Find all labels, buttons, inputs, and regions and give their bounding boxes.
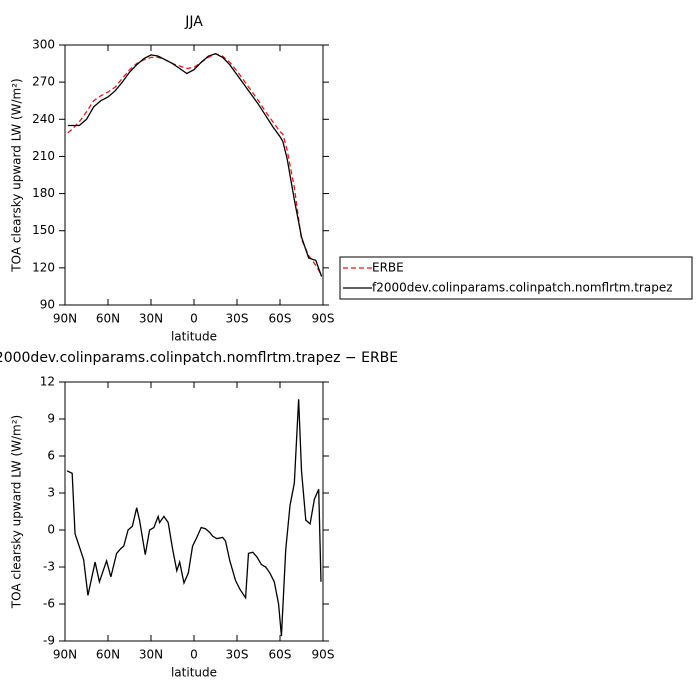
x-axis-label: latitude — [171, 666, 217, 680]
x-tick-label: 90N — [53, 312, 77, 326]
y-tick-label: 270 — [32, 75, 55, 89]
chart-title: JJA — [184, 14, 203, 30]
y-tick-label: 9 — [47, 412, 55, 426]
x-tick-label: 60S — [269, 312, 292, 326]
x-tick-label: 0 — [190, 648, 198, 662]
x-tick-label: 90S — [312, 648, 335, 662]
y-axis-label: TOA clearsky upward LW (W/m²) — [10, 78, 24, 272]
y-tick-label: 150 — [32, 223, 55, 237]
y-tick-label: 210 — [32, 149, 55, 163]
y-tick-label: 240 — [32, 112, 55, 126]
y-tick-label: -3 — [43, 560, 55, 574]
y-axis-label: TOA clearsky upward LW (W/m²) — [10, 415, 24, 609]
y-tick-label: 180 — [32, 186, 55, 200]
y-tick-label: 6 — [47, 449, 55, 463]
y-tick-label: 90 — [40, 298, 55, 312]
data-line — [67, 52, 323, 277]
chart-title: f2000dev.colinparams.colinpatch.nomflrtm… — [0, 350, 398, 366]
y-tick-label: 0 — [47, 523, 55, 537]
legend-label: ERBE — [372, 261, 404, 275]
y-tick-label: 12 — [40, 375, 55, 389]
legend-box — [339, 256, 693, 300]
plot-frame — [64, 381, 324, 642]
plot-frame — [64, 44, 324, 306]
y-tick-label: 120 — [32, 260, 55, 274]
x-tick-label: 0 — [190, 312, 198, 326]
y-tick-label: 3 — [47, 486, 55, 500]
x-tick-label: 30N — [139, 648, 163, 662]
y-tick-label: -6 — [43, 597, 55, 611]
x-tick-label: 30S — [226, 648, 249, 662]
legend-label: f2000dev.colinparams.colinpatch.nomflrtm… — [372, 281, 673, 295]
x-tick-label: 60S — [269, 648, 292, 662]
x-tick-label: 90N — [53, 648, 77, 662]
x-axis-label: latitude — [171, 330, 217, 344]
x-tick-label: 60N — [96, 648, 120, 662]
x-tick-label: 30S — [226, 312, 249, 326]
x-tick-label: 90S — [312, 312, 335, 326]
x-tick-label: 30N — [139, 312, 163, 326]
y-tick-label: 300 — [32, 38, 55, 52]
data-line — [67, 52, 323, 276]
x-tick-label: 60N — [96, 312, 120, 326]
y-tick-label: -9 — [43, 634, 55, 648]
data-line — [66, 399, 322, 637]
